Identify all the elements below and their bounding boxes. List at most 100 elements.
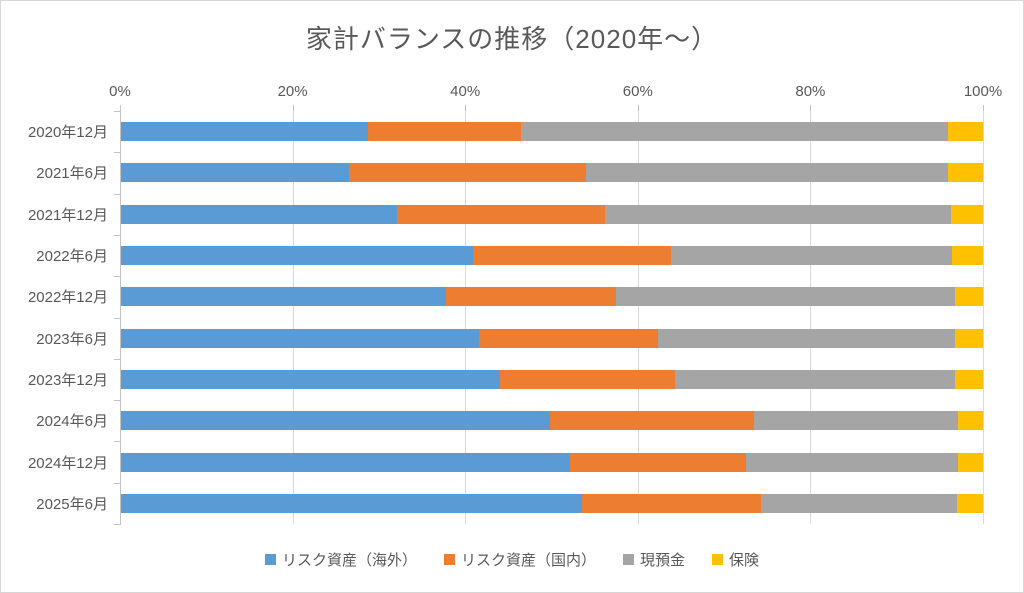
bar-segment-series3 — [947, 122, 983, 142]
x-axis-tick — [465, 105, 467, 111]
bar-segment-series3 — [954, 287, 983, 307]
bar-segment-series1 — [367, 122, 521, 142]
gridline — [810, 111, 812, 524]
bar-segment-series3 — [947, 163, 983, 183]
bar-row — [121, 287, 983, 307]
y-axis-tick — [114, 400, 120, 402]
bar-segment-series3 — [957, 493, 983, 513]
bar-row — [121, 369, 983, 389]
bar-row — [121, 122, 983, 142]
gridline — [465, 111, 467, 524]
legend-swatch-icon — [712, 554, 724, 565]
x-axis-tick — [810, 105, 812, 111]
bar-segment-series1 — [396, 204, 606, 224]
bar-segment-series1 — [500, 369, 676, 389]
bar-segment-series1 — [445, 287, 616, 307]
y-axis-category-label: 2023年6月 — [36, 330, 108, 348]
bar-segment-series0 — [121, 328, 479, 348]
bar-row — [121, 452, 983, 472]
legend: リスク資産（海外） リスク資産（国内） 現預金 保険 — [1, 549, 1023, 570]
x-axis-tick-label: 20% — [277, 83, 308, 100]
y-axis-category-label: 2021年6月 — [36, 165, 108, 183]
bar-segment-series3 — [955, 328, 983, 348]
chart-title: 家計バランスの推移（2020年～） — [305, 24, 719, 54]
y-axis-tick — [114, 152, 120, 154]
bar-segment-series2 — [760, 493, 958, 513]
legend-label: 保険 — [729, 552, 760, 569]
bar-segment-series3 — [955, 369, 983, 389]
bar-segment-series0 — [121, 493, 583, 513]
gridline — [983, 111, 984, 524]
y-axis-tick — [114, 193, 120, 195]
x-axis-tick-label: 60% — [622, 83, 653, 100]
y-axis-tick — [114, 276, 120, 278]
bar-segment-series2 — [658, 328, 956, 348]
legend-label: リスク資産（海外） — [281, 552, 417, 569]
bar-segment-series1 — [550, 411, 754, 431]
bar-row — [121, 328, 983, 348]
legend-label: 現預金 — [640, 552, 686, 569]
bar-row — [121, 204, 983, 224]
bar-segment-series3 — [951, 204, 983, 224]
x-axis-tick-label: 40% — [450, 83, 481, 100]
bar-segment-series3 — [957, 452, 983, 472]
legend-swatch-icon — [264, 554, 276, 565]
x-axis-tick-label: 0% — [109, 83, 131, 100]
bar-segment-series3 — [957, 411, 983, 431]
bar-segment-series0 — [121, 246, 473, 266]
bar-segment-series2 — [605, 204, 952, 224]
y-axis-category-label: 2021年12月 — [27, 206, 108, 224]
y-axis-category-label: 2020年12月 — [27, 124, 108, 142]
bar-row — [121, 246, 983, 266]
bar-segment-series2 — [585, 163, 948, 183]
bar-segment-series0 — [121, 204, 397, 224]
y-axis-category-label: 2022年6月 — [36, 248, 108, 266]
y-axis-tick — [114, 234, 120, 236]
x-axis-tick — [292, 105, 294, 111]
bar-row — [121, 493, 983, 513]
bar-segment-series2 — [615, 287, 955, 307]
legend-label: リスク資産（国内） — [460, 552, 596, 569]
y-axis-tick — [114, 358, 120, 360]
y-axis-category-label: 2024年12月 — [27, 454, 108, 472]
y-axis-tick — [114, 524, 120, 525]
y-axis-tick — [114, 111, 120, 112]
bar-segment-series0 — [121, 122, 368, 142]
bar-segment-series0 — [121, 369, 501, 389]
bar-segment-series3 — [951, 246, 983, 266]
bar-segment-series2 — [753, 411, 958, 431]
x-axis-tick — [983, 105, 984, 111]
bar-segment-series1 — [478, 328, 658, 348]
legend-item-series0: リスク資産（海外） — [264, 549, 417, 570]
x-axis-tick-label: 80% — [795, 83, 826, 100]
y-axis-tick — [114, 317, 120, 319]
bar-segment-series0 — [121, 287, 446, 307]
bar-segment-series2 — [520, 122, 948, 142]
legend-item-series3: 保険 — [712, 549, 759, 570]
gridline — [637, 111, 639, 524]
y-axis-category-label: 2023年12月 — [27, 371, 108, 389]
y-axis-tick — [114, 441, 120, 443]
bar-segment-series0 — [121, 452, 571, 472]
y-axis-tick — [114, 482, 120, 484]
bar-segment-series1 — [472, 246, 671, 266]
bar-segment-series2 — [670, 246, 952, 266]
bar-segment-series2 — [745, 452, 958, 472]
x-axis-tick-label: 100% — [963, 83, 1003, 100]
legend-swatch-icon — [623, 554, 634, 565]
bar-segment-series1 — [348, 163, 586, 183]
legend-item-series2: 現預金 — [623, 549, 685, 570]
y-axis-category-label: 2022年12月 — [27, 289, 108, 307]
y-axis-category-label: 2024年6月 — [36, 413, 108, 431]
y-axis-line — [120, 111, 121, 525]
bar-segment-series2 — [675, 369, 956, 389]
bar-segment-series1 — [570, 452, 746, 472]
bar-segment-series0 — [121, 163, 349, 183]
bar-segment-series0 — [121, 411, 551, 431]
x-axis-tick — [120, 105, 121, 111]
y-axis-category-label: 2025年6月 — [36, 495, 108, 513]
gridline — [292, 111, 294, 524]
bar-segment-series1 — [582, 493, 761, 513]
legend-swatch-icon — [443, 554, 455, 565]
